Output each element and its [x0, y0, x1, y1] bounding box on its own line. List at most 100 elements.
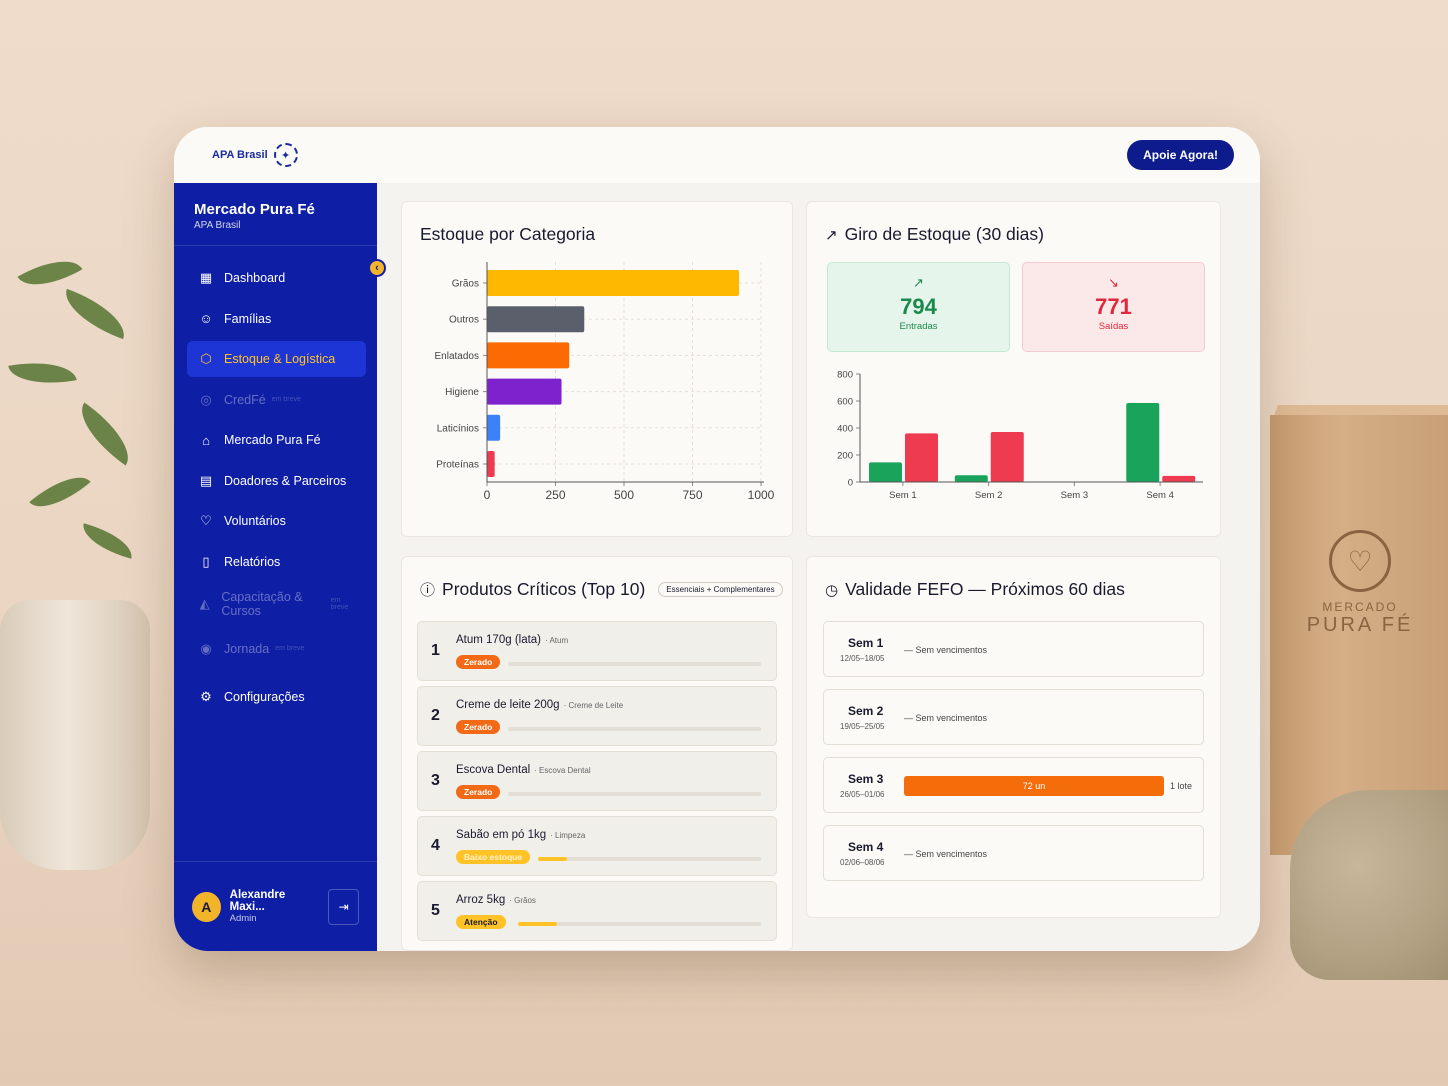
sidebar-item[interactable]: ♡ Voluntários	[187, 503, 366, 539]
sidebar-item: ◉ Jornada em breve	[187, 629, 366, 669]
critical-product-row[interactable]: 5 Arroz 5kg · Grãos Atenção	[417, 881, 777, 941]
collapse-sidebar-button[interactable]: ‹	[368, 259, 386, 277]
category-bar[interactable]	[487, 306, 585, 333]
category-bar[interactable]	[487, 270, 740, 296]
lot-count: 1 lote	[1170, 781, 1193, 791]
brand-logo[interactable]: APA Brasil ✦	[212, 143, 298, 167]
stock-level-fill	[518, 922, 557, 926]
week-name: Sem 3	[848, 772, 884, 786]
filter-badge[interactable]: Essenciais + Complementares	[658, 582, 783, 597]
support-now-button[interactable]: Apoie Agora!	[1127, 140, 1234, 170]
no-expiry-text: — Sem vencimentos	[904, 849, 988, 859]
sidebar-item-label: Estoque & Logística	[224, 352, 336, 366]
product-category: · Creme de Leite	[563, 701, 624, 710]
rank-number: 4	[431, 837, 440, 854]
stock-level-track	[508, 727, 761, 731]
sidebar-item[interactable]: ▯ Relatórios	[187, 544, 366, 580]
expiring-bar[interactable]: 72 un	[904, 776, 1164, 796]
building-icon: ▤	[199, 472, 213, 488]
critical-products-card: ⓘ Produtos Críticos (Top 10) Essenciais …	[401, 556, 793, 951]
trend-up-icon: ↗	[825, 226, 838, 244]
user-name: Alexandre Maxi...	[229, 889, 286, 913]
exits-value: 771	[1095, 294, 1132, 319]
sidebar-item-label: Mercado Pura Fé	[224, 433, 321, 447]
logout-button[interactable]: ⇥	[328, 888, 359, 925]
sidebar-item[interactable]: ⌂ Mercado Pura Fé	[187, 422, 366, 458]
entries-value: 794	[900, 294, 937, 319]
coming-soon-label: em breve	[271, 396, 301, 403]
stock-level-track	[538, 857, 761, 861]
stock-level-track	[508, 662, 761, 666]
alert-circle-icon: ⓘ	[420, 582, 436, 599]
entries-bar[interactable]	[869, 462, 902, 482]
critical-product-row[interactable]: 3 Escova Dental · Escova Dental Zerado	[417, 751, 777, 811]
week-name: Sem 4	[848, 840, 884, 854]
stock-by-category-card: Estoque por Categoria 0 250 500 750 1000 Grão…	[401, 201, 793, 537]
card-title: Estoque por Categoria	[420, 224, 596, 244]
entries-bar[interactable]	[954, 475, 988, 482]
y-tick-label: 400	[837, 424, 853, 435]
status-badge: Atenção	[456, 915, 506, 929]
entries-bar[interactable]	[1126, 403, 1160, 482]
product-name-text: Atum 170g (lata)	[456, 634, 542, 646]
category-bar[interactable]	[487, 378, 562, 405]
rank-number: 2	[431, 707, 440, 724]
category-bar[interactable]	[487, 451, 495, 477]
fefo-week-row: Sem 2 19/05–25/05 — Sem vencimentos	[823, 689, 1204, 745]
critical-product-row[interactable]: 1 Atum 170g (lata) · Atum Zerado	[417, 621, 777, 681]
sidebar-item[interactable]: ☺ Famílias	[187, 301, 366, 337]
fefo-validity-card: ◷ Validade FEFO — Próximos 60 dias Sem 1…	[806, 556, 1221, 918]
week-dates: 19/05–25/05	[840, 722, 885, 731]
category-label: Enlatados	[435, 351, 479, 362]
sidebar-item: ◎ CredFé em breve	[187, 382, 366, 418]
sidebar-item-label: Relatórios	[224, 554, 281, 569]
product-name: Atum 170g (lata) · Atum	[456, 634, 568, 646]
card-title-text: Produtos Críticos (Top 10)	[442, 579, 646, 599]
sidebar-item[interactable]: ▦ Dashboard	[187, 260, 366, 296]
product-name-text: Escova Dental	[456, 764, 531, 776]
main-content: Estoque por Categoria 0 250 500 750 1000 Grão…	[377, 183, 1260, 951]
product-name-text: Arroz 5kg	[456, 894, 506, 906]
category-bar[interactable]	[487, 414, 501, 441]
card-title: ◷ Validade FEFO — Próximos 60 dias	[825, 579, 1125, 600]
rank-number: 1	[431, 642, 440, 659]
x-tick-label: 1000	[748, 488, 775, 502]
product-name: Arroz 5kg · Grãos	[456, 894, 536, 906]
fefo-week-row: Sem 1 12/05–18/05 — Sem vencimentos	[823, 621, 1204, 677]
sidebar-item[interactable]: ⚙ Configurações	[187, 679, 366, 715]
card-title-text: Giro de Estoque (30 dias)	[844, 224, 1044, 244]
week-dates: 12/05–18/05	[840, 654, 885, 663]
x-tick-label: Sem 3	[1061, 490, 1088, 501]
coins-icon: ◎	[200, 391, 212, 407]
user-role: Admin	[229, 913, 257, 924]
user-panel: A Alexandre Maxi... Admin ⇥	[174, 861, 377, 951]
critical-product-row[interactable]: 2 Creme de leite 200g · Creme de Leite Zera…	[417, 686, 777, 746]
fefo-week-row: Sem 3 26/05–01/06 72 un 1 lote	[823, 757, 1204, 813]
sidebar-item-label: Jornada	[224, 641, 270, 656]
product-category: · Limpeza	[550, 831, 586, 840]
users-icon: ☺	[199, 311, 213, 326]
plant-leaf	[78, 523, 137, 559]
turnover-card: ↗ Giro de Estoque (30 dias) ↗ 794 Entrad…	[806, 201, 1221, 537]
category-label: Outros	[449, 315, 479, 326]
exits-bar[interactable]	[905, 433, 938, 482]
exits-bar[interactable]	[990, 432, 1024, 482]
avatar[interactable]: A	[192, 891, 221, 922]
card-title: ⓘ Produtos Críticos (Top 10) Essenciais …	[420, 579, 783, 600]
sidebar-item[interactable]: ⬡ Estoque & Logística	[187, 341, 366, 377]
sidebar-nav: ▦ Dashboard ☺ Famílias ⬡ Estoque & Logística ◎…	[174, 246, 377, 715]
status-badge: Zerado	[456, 785, 501, 799]
org-subtitle: APA Brasil	[194, 220, 241, 231]
exits-bar[interactable]	[1162, 475, 1196, 482]
x-tick-label: 250	[545, 488, 565, 502]
y-tick-label: 0	[848, 478, 853, 489]
plant-pot	[0, 600, 150, 870]
category-bar[interactable]	[487, 342, 570, 369]
sidebar-item-label: Capacitação & Cursos	[221, 590, 303, 618]
product-name-text: Sabão em pó 1kg	[456, 829, 547, 841]
critical-product-row[interactable]: 4 Sabão em pó 1kg · Limpeza Baixo estoque	[417, 816, 777, 876]
x-tick-label: 0	[484, 488, 491, 502]
no-expiry-text: — Sem vencimentos	[904, 645, 988, 655]
cardboard-box	[1270, 415, 1448, 855]
sidebar-item[interactable]: ▤ Doadores & Parceiros	[187, 463, 366, 499]
